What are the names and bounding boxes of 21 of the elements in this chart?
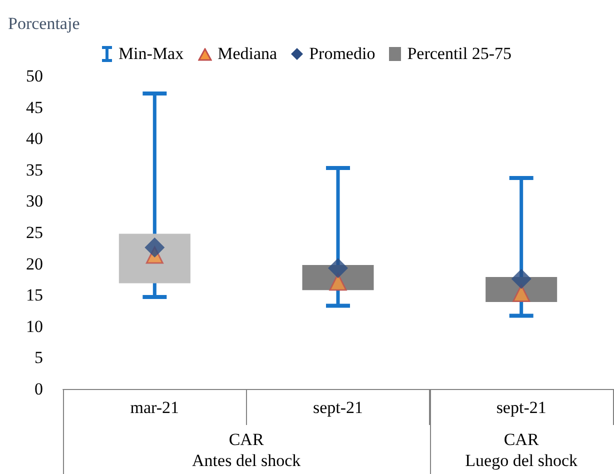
y-tick-label: 45 (26, 98, 43, 117)
y-tick-label: 5 (34, 348, 43, 368)
text: Min-Max (118, 44, 184, 64)
y-axis-title: Porcentaje (8, 14, 80, 33)
legend-label: Mediana (218, 44, 278, 64)
y-tick-label: 10 (26, 316, 43, 336)
y-tick-label: 50 (26, 66, 43, 86)
y-tick-label: 30 (26, 192, 43, 211)
y-tick-label: 40 (26, 129, 43, 148)
y-tick-label: 25 (26, 223, 43, 242)
text: CAR Luego del shock (464, 429, 578, 471)
x-tick-label: sept-21 (312, 398, 364, 417)
y-tick-label: 35 (26, 160, 43, 180)
y-tick-label: 15 (26, 286, 43, 305)
y-tick-label: 0 (34, 380, 43, 398)
y-tick-label: 20 (26, 254, 43, 274)
legend-label: Promedio (309, 44, 376, 64)
legend-label: Percentil 25-75 (407, 44, 512, 64)
x-tick-label: sept-21 (496, 398, 546, 417)
text: CAR Antes del shock (191, 429, 302, 471)
x-tick-label: mar-21 (130, 398, 180, 417)
